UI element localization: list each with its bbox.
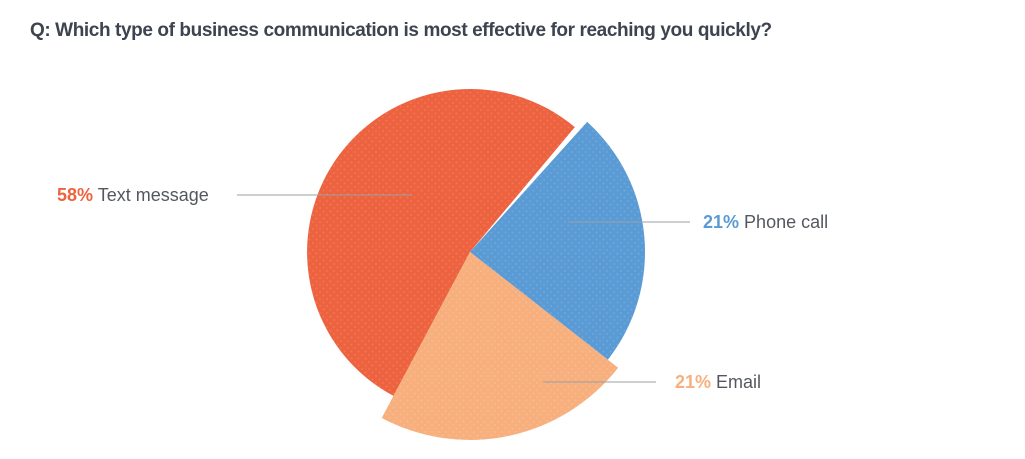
pie-slice-phone-call-texture: [470, 121, 646, 360]
chart-question-title: Q: Which type of business communication …: [30, 20, 772, 41]
callout-phone-call: 21% Phone call: [703, 211, 828, 233]
pie-slices-group: [307, 89, 646, 440]
pie-slice-text-message-texture: [307, 89, 575, 396]
callout-phone-call-pct: 21%: [703, 212, 740, 232]
callout-email: 21% Email: [675, 371, 761, 393]
callout-email-pct: 21%: [675, 372, 712, 392]
callout-text-message: 58% Text message: [57, 184, 209, 206]
callout-text-message-pct: 58%: [57, 185, 94, 205]
callout-phone-call-label: Phone call: [744, 212, 829, 232]
callout-text-message-label: Text message: [97, 185, 209, 205]
callout-email-label: Email: [716, 372, 762, 392]
pie-slice-email-texture: [381, 252, 619, 440]
